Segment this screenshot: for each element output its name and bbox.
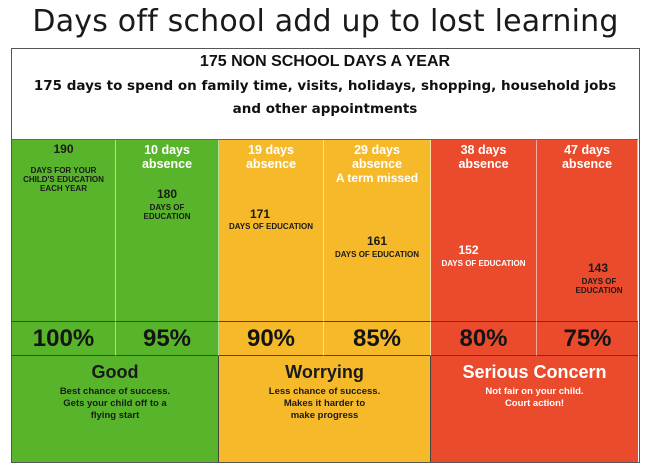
percent-cell: 85% — [324, 321, 431, 356]
column-days-label: DAYS OF EDUCATION — [441, 259, 526, 268]
band-title: Worrying — [285, 362, 364, 382]
band-line: Makes it harder to — [283, 398, 366, 409]
band-description: Best chance of success. Gets your child … — [12, 386, 218, 422]
column-100-percent: 190 DAYS FOR YOUR CHILD'S EDUCATION EACH… — [12, 140, 116, 321]
percent-cell: 75% — [537, 321, 638, 356]
column-absence-label: 38 days absence — [458, 143, 509, 171]
percent-value: 100% — [32, 325, 95, 352]
band-line: Less chance of success. — [268, 386, 381, 397]
band-worrying: Worrying Less chance of success. Makes i… — [219, 356, 431, 462]
column-90-percent: 19 days absence 171 DAYS OF EDUCATION — [219, 140, 324, 321]
band-line: Court action! — [504, 398, 565, 409]
column-top-value: 190 — [53, 142, 74, 156]
band-title: Good — [91, 362, 139, 382]
column-80-percent: 38 days absence 152 DAYS OF EDUCATION — [431, 140, 537, 321]
band-line: Best chance of success. — [59, 386, 171, 397]
percent-cell: 100% — [12, 321, 116, 356]
column-days-label: DAYS OF EDUCATION — [143, 203, 191, 221]
column-95-percent: 10 days absence 180 DAYS OF EDUCATION — [116, 140, 219, 321]
column-days-value: 180 — [156, 187, 178, 201]
header-subtitle: 175 days to spend on family time, visits… — [33, 78, 617, 117]
band-line: Not fair on your child. — [485, 386, 584, 397]
column-absence-label: 19 days absence — [245, 143, 297, 171]
percent-value: 75% — [563, 325, 612, 352]
percent-value: 95% — [142, 325, 192, 352]
column-absence-label: 29 days absence — [351, 143, 403, 171]
column-days-label: DAYS OF EDUCATION — [334, 250, 419, 259]
header-title: 175 NON SCHOOL DAYS A YEAR — [199, 53, 451, 70]
band-description: Less chance of success. Makes it harder … — [219, 386, 430, 422]
column-absence-label: 10 days absence — [141, 143, 193, 171]
column-days-label: DAYS OF EDUCATION — [575, 277, 623, 295]
column-days-value: 171 — [249, 207, 271, 221]
column-days-value: 143 — [587, 261, 609, 275]
percent-cell: 95% — [116, 321, 219, 356]
band-description: Not fair on your child. Court action! — [431, 386, 638, 410]
column-days-label: DAYS OF EDUCATION — [228, 222, 313, 231]
percent-value: 80% — [459, 325, 508, 352]
column-85-percent: 29 days absence A term missed 161 DAYS O… — [324, 140, 431, 321]
column-75-percent: 47 days absence 143 DAYS OF EDUCATION — [537, 140, 638, 321]
page-title: Days off school add up to lost learning — [32, 4, 619, 39]
band-line: make progress — [290, 410, 359, 421]
column-top-detail: DAYS FOR YOUR CHILD'S EDUCATION EACH YEA… — [23, 166, 104, 193]
percent-cell: 80% — [431, 321, 537, 356]
band-line: Gets your child off to a — [63, 398, 167, 409]
column-term-missed: A term missed — [335, 171, 419, 185]
column-days-value: 152 — [458, 243, 479, 257]
band-title: Serious Concern — [462, 362, 607, 382]
attendance-poster: 175 NON SCHOOL DAYS A YEAR 175 days to s… — [11, 48, 640, 463]
column-absence-label: 47 days absence — [561, 143, 613, 171]
band-good: Good Best chance of success. Gets your c… — [12, 356, 219, 462]
header-box: 175 NON SCHOOL DAYS A YEAR 175 days to s… — [12, 49, 638, 140]
percent-value: 85% — [352, 325, 402, 352]
band-line: flying start — [90, 410, 140, 421]
band-serious-concern: Serious Concern Not fair on your child. … — [431, 356, 638, 462]
percent-cell: 90% — [219, 321, 324, 356]
percent-value: 90% — [246, 325, 296, 352]
column-days-value: 161 — [366, 234, 388, 248]
